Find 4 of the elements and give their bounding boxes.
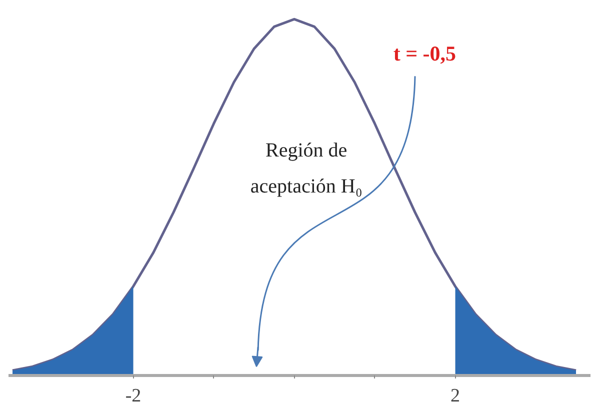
x-tick-label: -2 (125, 386, 142, 404)
annotation: t = -0,5 (393, 42, 456, 66)
x-tick-label: 2 (450, 386, 460, 404)
annotation: Región de aceptación H₀ (250, 140, 362, 198)
